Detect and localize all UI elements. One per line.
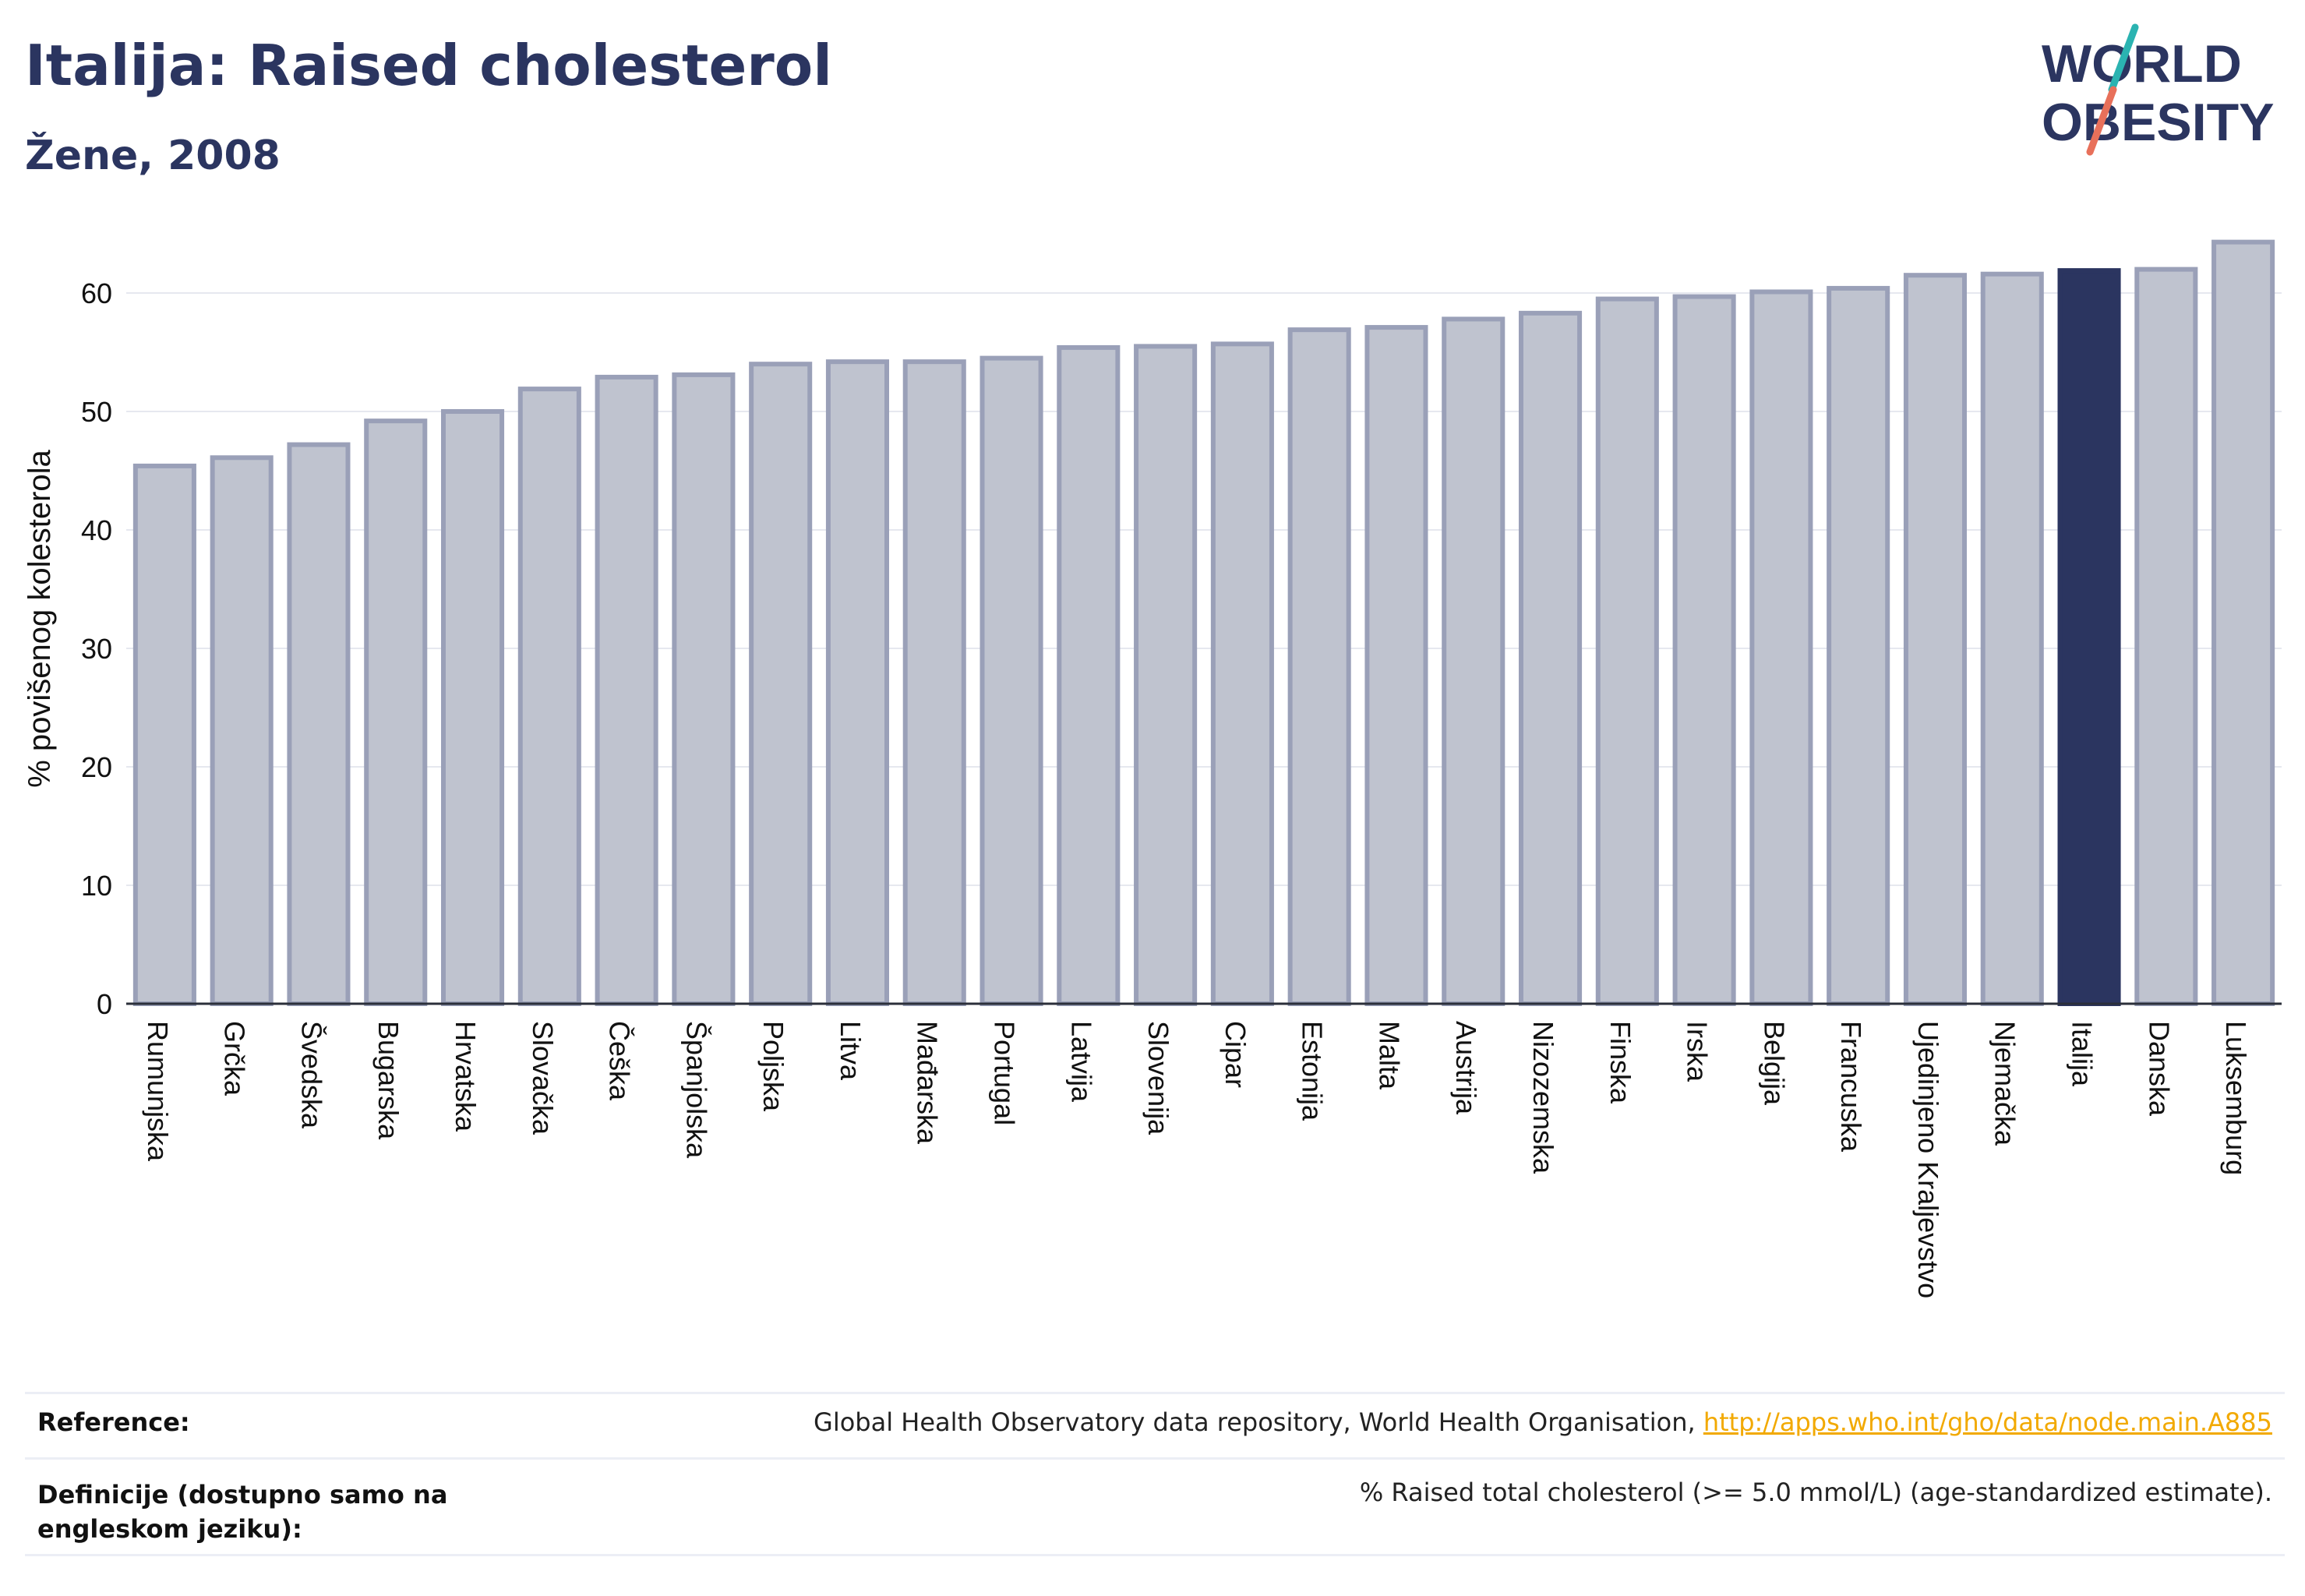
x-tick-label: Hrvatska <box>450 1021 482 1132</box>
bar-mađarska[interactable] <box>902 359 966 1007</box>
bar-portugal[interactable] <box>980 355 1043 1007</box>
footer-divider-top <box>25 1392 2285 1394</box>
y-tick-label: 30 <box>81 633 112 665</box>
bar-njemačka[interactable] <box>1980 271 2044 1006</box>
bar-bugarska[interactable] <box>364 418 428 1006</box>
x-tick-label: Belgija <box>1758 1021 1790 1106</box>
x-tick-label: Mađarska <box>912 1021 944 1145</box>
definition-value: % Raised total cholesterol (>= 5.0 mmol/… <box>1359 1478 2272 1507</box>
x-tick-label: Španjolska <box>680 1021 712 1159</box>
bar-švedska[interactable] <box>287 442 351 1006</box>
x-tick-label: Slovačka <box>527 1021 559 1135</box>
bars <box>132 239 2275 1007</box>
x-tick-label: Malta <box>1373 1021 1405 1090</box>
bar-italija[interactable] <box>2057 268 2121 1006</box>
bar-slovačka[interactable] <box>517 387 581 1006</box>
bar-poljska[interactable] <box>749 362 813 1006</box>
footer-divider-middle <box>25 1457 2285 1460</box>
bar-finska[interactable] <box>1595 296 1659 1007</box>
world-obesity-logo: WORLD OBESITY <box>2042 23 2275 156</box>
x-tick-label: Cipar <box>1220 1021 1251 1088</box>
x-tick-label: Bugarska <box>372 1021 404 1140</box>
y-tick-label: 60 <box>81 277 112 309</box>
bar-španjolska[interactable] <box>672 372 736 1006</box>
definition-label: Definicije (dostupno samo na engleskom j… <box>37 1480 448 1544</box>
reference-row: Reference: Global Health Observatory dat… <box>25 1407 2285 1454</box>
logo-text-obesity: OBESITY <box>2042 93 2275 152</box>
x-tick-label: Nizozemska <box>1527 1021 1559 1174</box>
bar-malta[interactable] <box>1364 325 1428 1006</box>
x-tick-label: Italija <box>2067 1021 2099 1087</box>
x-tick-label: Danska <box>2143 1021 2175 1117</box>
y-tick-label: 10 <box>81 870 112 902</box>
x-tick-label: Grčka <box>219 1021 251 1096</box>
bar-francuska[interactable] <box>1827 285 1890 1007</box>
bar-hrvatska[interactable] <box>440 409 505 1006</box>
reference-label: Reference: <box>37 1407 190 1437</box>
bar-cipar[interactable] <box>1210 341 1274 1006</box>
bar-estonija[interactable] <box>1287 327 1351 1006</box>
x-tick-label: Finska <box>1604 1021 1636 1104</box>
y-tick-label: 20 <box>81 751 112 783</box>
reference-link[interactable]: http://apps.who.int/gho/data/node.main.A… <box>1703 1407 2272 1437</box>
x-tick-label: Portugal <box>989 1021 1021 1125</box>
x-tick-label: Njemačka <box>1989 1021 2021 1146</box>
x-tick-label: Slovenija <box>1142 1021 1174 1135</box>
bar-nizozemska[interactable] <box>1518 310 1583 1006</box>
bar-danska[interactable] <box>2134 267 2198 1007</box>
logo-text-world: WORLD <box>2042 34 2242 94</box>
x-tick-label: Latvija <box>1065 1021 1097 1103</box>
reference-text: Global Health Observatory data repositor… <box>814 1407 1703 1437</box>
x-tick-label: Luksemburg <box>2220 1021 2252 1175</box>
x-tick-label: Estonija <box>1297 1021 1329 1121</box>
x-tick-label: Ujedinjeno Kraljevstvo <box>1912 1021 1944 1298</box>
y-axis-title: % povišenog kolesterola <box>23 449 57 787</box>
x-axis-labels: Rumunjska Grčka Švedska Bugarska Hrvatska Slo… <box>142 1021 2252 1298</box>
page-subtitle: Žene, 2008 <box>25 132 281 179</box>
x-tick-label: Češka <box>604 1021 636 1101</box>
bar-češka[interactable] <box>595 374 658 1007</box>
x-tick-label: Austrija <box>1450 1021 1482 1115</box>
y-tick-label: 40 <box>81 514 112 546</box>
bar-austrija[interactable] <box>1442 316 1505 1006</box>
logo-slash-teal <box>2108 23 2139 94</box>
y-axis-ticks: 0 10 20 30 40 50 60 <box>81 277 112 1020</box>
bar-irska[interactable] <box>1672 294 1736 1006</box>
y-tick-label: 50 <box>81 396 112 428</box>
footer-divider-bottom <box>25 1554 2285 1556</box>
bar-grčka[interactable] <box>210 455 274 1006</box>
bar-latvija[interactable] <box>1057 344 1121 1007</box>
bar-luksemburg[interactable] <box>2211 239 2275 1006</box>
bar-slovenija[interactable] <box>1134 344 1198 1006</box>
bar-litva[interactable] <box>825 359 890 1007</box>
bar-ujedinjeno-kraljevstvo[interactable] <box>1903 273 1968 1006</box>
page-title: Italija: Raised cholesterol <box>25 33 832 98</box>
logo-slash-coral <box>2086 86 2117 156</box>
x-tick-label: Švedska <box>295 1021 327 1129</box>
y-tick-label: 0 <box>97 988 112 1020</box>
reference-value: Global Health Observatory data repositor… <box>814 1407 2272 1437</box>
bar-belgija[interactable] <box>1749 289 1813 1007</box>
definition-row: Definicije (dostupno samo na engleskom j… <box>25 1478 2285 1555</box>
x-tick-label: Litva <box>835 1021 867 1081</box>
bar-rumunjska[interactable] <box>132 463 196 1006</box>
x-tick-label: Irska <box>1682 1021 1714 1082</box>
x-tick-label: Rumunjska <box>142 1021 174 1162</box>
x-tick-label: Poljska <box>757 1021 789 1112</box>
x-tick-label: Francuska <box>1835 1021 1867 1153</box>
bar-chart: 0 10 20 30 40 50 60 Rumunjska Grčka Švedska Bugar… <box>23 239 2282 1298</box>
